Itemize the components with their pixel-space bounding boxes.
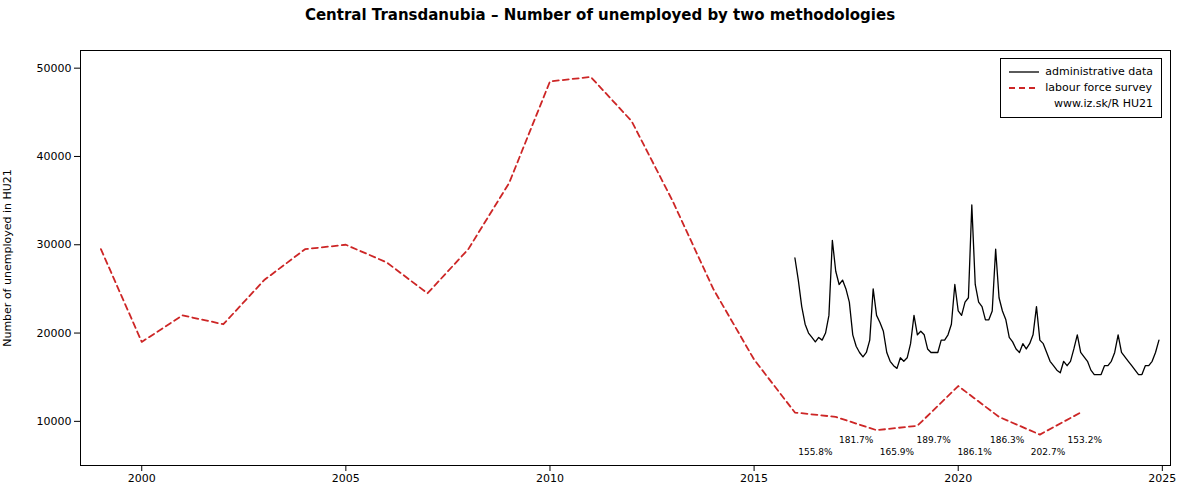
svg-text:2005: 2005	[332, 472, 360, 485]
svg-text:153.2%: 153.2%	[1068, 435, 1103, 445]
svg-text:10000: 10000	[37, 415, 72, 428]
svg-text:40000: 40000	[37, 150, 72, 163]
svg-text:Number of unemployed in HU21: Number of unemployed in HU21	[1, 169, 14, 347]
svg-text:155.8%: 155.8%	[798, 447, 833, 457]
svg-text:2025: 2025	[1148, 472, 1176, 485]
svg-text:50000: 50000	[37, 62, 72, 75]
svg-text:2015: 2015	[740, 472, 768, 485]
svg-text:186.3%: 186.3%	[990, 435, 1025, 445]
svg-text:2010: 2010	[536, 472, 564, 485]
html-text:administrative data: administrative data	[1045, 65, 1153, 78]
html-text:Central Transdanubia – Number: Central Transdanubia – Number of unemplo…	[304, 6, 896, 24]
svg-text:20000: 20000	[37, 327, 72, 340]
html-text:labour force survey: labour force survey	[1045, 81, 1152, 94]
svg-text:186.1%: 186.1%	[957, 447, 992, 457]
svg-text:2020: 2020	[944, 472, 972, 485]
svg-text:202.7%: 202.7%	[1031, 447, 1066, 457]
svg-text:165.9%: 165.9%	[880, 447, 915, 457]
html-text:www.iz.sk/R HU21: www.iz.sk/R HU21	[1053, 97, 1153, 110]
svg-text:189.7%: 189.7%	[917, 435, 952, 445]
svg-text:181.7%: 181.7%	[839, 435, 874, 445]
svg-text:2000: 2000	[128, 472, 156, 485]
svg-text:30000: 30000	[37, 238, 72, 251]
